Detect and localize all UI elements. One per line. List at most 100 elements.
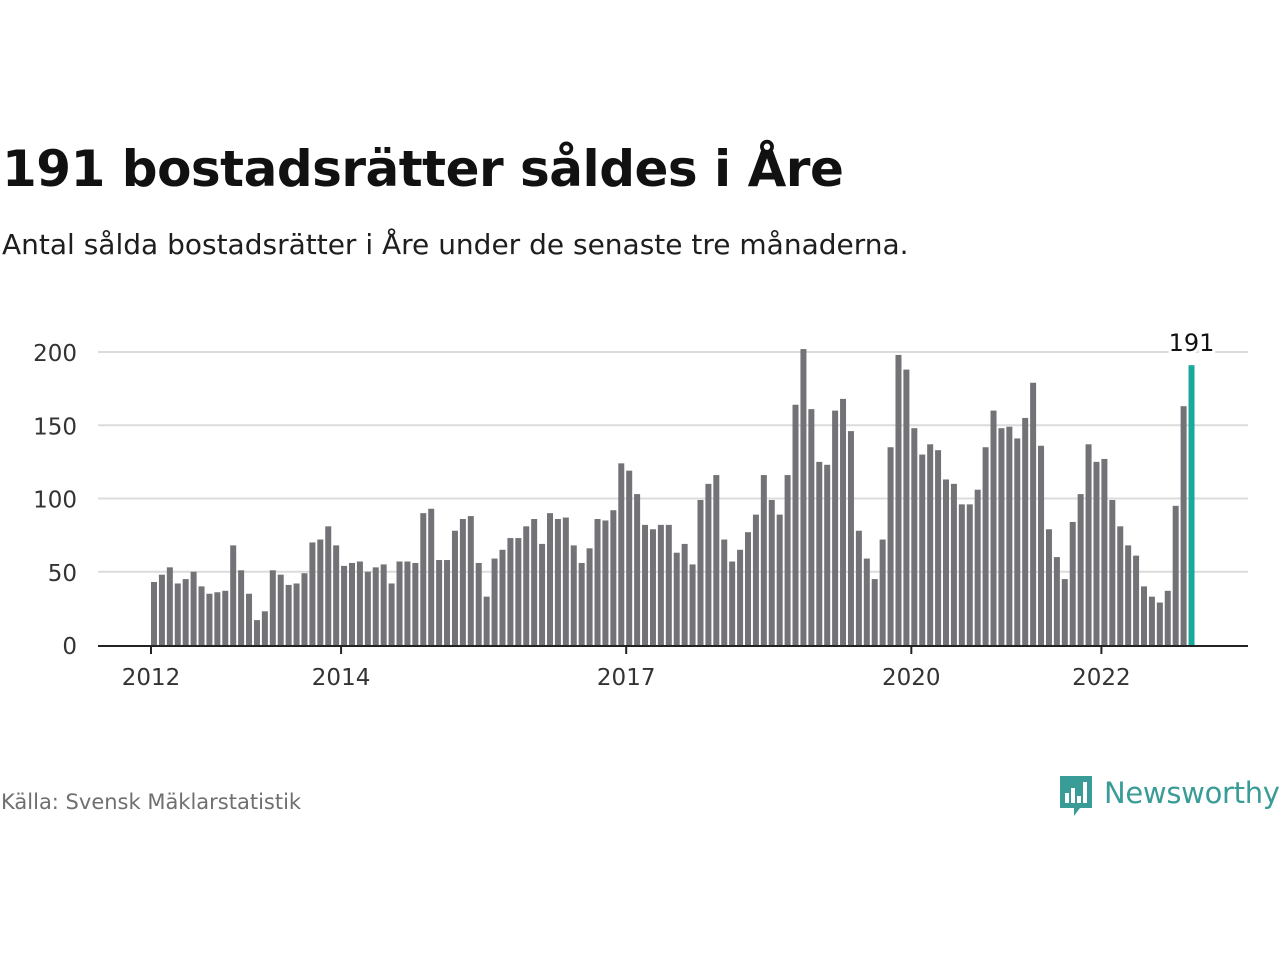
- bar: [317, 539, 324, 645]
- bar: [1014, 438, 1021, 645]
- bar: [705, 483, 712, 645]
- bar: [943, 479, 949, 645]
- bar: [657, 524, 664, 645]
- source-note: Källa: Svensk Mäklarstatistik: [1, 790, 302, 814]
- bar: [182, 579, 189, 645]
- bar: [166, 567, 173, 645]
- bar: [863, 558, 870, 645]
- bar: [246, 593, 253, 645]
- bar: [412, 562, 419, 645]
- bar: [1109, 499, 1116, 645]
- bar: [855, 530, 862, 645]
- x-tick-label: 2012: [122, 665, 181, 691]
- bar: [681, 543, 688, 645]
- bar: [1022, 417, 1029, 645]
- bar: [309, 542, 316, 645]
- bar: [531, 519, 538, 645]
- bar: [887, 447, 894, 645]
- bar: [206, 593, 213, 645]
- bar: [665, 524, 672, 645]
- bar: [151, 582, 157, 645]
- bar: [483, 596, 490, 645]
- axes: 0 50 100 150 200 191 2012 2014 2017 2020 2022: [33, 326, 1248, 691]
- bar: [752, 514, 759, 645]
- y-tick-label: 0: [62, 634, 77, 660]
- bar: [903, 369, 910, 645]
- bar: [832, 410, 839, 645]
- bar: [507, 538, 514, 645]
- bar: [1038, 445, 1045, 645]
- bar: [1030, 382, 1037, 645]
- bar: [1125, 545, 1132, 645]
- bar: [935, 450, 942, 645]
- bar: [261, 611, 268, 645]
- bar: [840, 398, 847, 645]
- bar: [523, 526, 530, 645]
- bar: [760, 475, 767, 645]
- bar: [808, 409, 815, 645]
- bar: [293, 583, 300, 645]
- bar: [1061, 579, 1068, 645]
- bar: [792, 404, 799, 645]
- bar: [356, 561, 363, 645]
- bar: [594, 519, 601, 645]
- bar: [974, 489, 981, 645]
- y-tick-label: 50: [48, 561, 77, 587]
- bar: [1101, 458, 1108, 645]
- bar: [364, 571, 371, 645]
- bar: [982, 447, 989, 645]
- x-tick-label: 2022: [1072, 665, 1131, 691]
- bar: [602, 520, 609, 645]
- bar: [420, 513, 427, 645]
- y-tick-label: 200: [33, 341, 77, 367]
- newsworthy-logo-icon: [1060, 776, 1092, 816]
- bar: [911, 428, 918, 645]
- bar: [499, 549, 506, 645]
- bar: [919, 454, 926, 645]
- bar: [966, 504, 973, 645]
- bar: [737, 549, 744, 645]
- bar: [1117, 526, 1124, 645]
- brand-logo: Newsworthy: [1058, 772, 1280, 820]
- bar: [990, 410, 997, 645]
- bar: [1141, 586, 1147, 645]
- bar: [586, 548, 593, 645]
- bars: [151, 349, 1195, 646]
- bar: [253, 620, 260, 645]
- bar: [277, 574, 284, 645]
- bar: [349, 562, 355, 645]
- bar: [238, 570, 245, 645]
- chart-title: 191 bostadsrätter såldes i Åre: [2, 140, 844, 198]
- bar: [459, 519, 466, 645]
- bar: [174, 583, 181, 645]
- bar: [578, 562, 585, 645]
- bar: [713, 475, 720, 645]
- bar: [341, 565, 348, 645]
- bar: [1156, 602, 1163, 645]
- bar: [816, 461, 823, 646]
- bar: [689, 564, 696, 645]
- bar: [491, 558, 498, 645]
- bar: [214, 592, 221, 645]
- y-tick-label: 100: [33, 488, 77, 514]
- bar: [388, 583, 395, 645]
- bar: [800, 349, 807, 645]
- bar: [301, 573, 308, 645]
- bar: [927, 444, 934, 645]
- bar: [1053, 557, 1060, 645]
- bar: [158, 574, 165, 645]
- bar: [451, 530, 458, 645]
- bar: [610, 510, 617, 645]
- bar: [475, 562, 482, 645]
- x-tick-label: 2020: [882, 665, 941, 691]
- bar: [626, 470, 633, 645]
- bar: [190, 571, 197, 645]
- x-tick-label: 2017: [597, 665, 656, 691]
- bar: [642, 524, 649, 645]
- chart-subtitle: Antal sålda bostadsrätter i Åre under de…: [2, 228, 909, 261]
- bar: [230, 545, 237, 645]
- brand-name: Newsworthy: [1104, 776, 1280, 810]
- bar: [673, 552, 680, 645]
- bar: [1093, 461, 1100, 646]
- bar: [570, 545, 577, 645]
